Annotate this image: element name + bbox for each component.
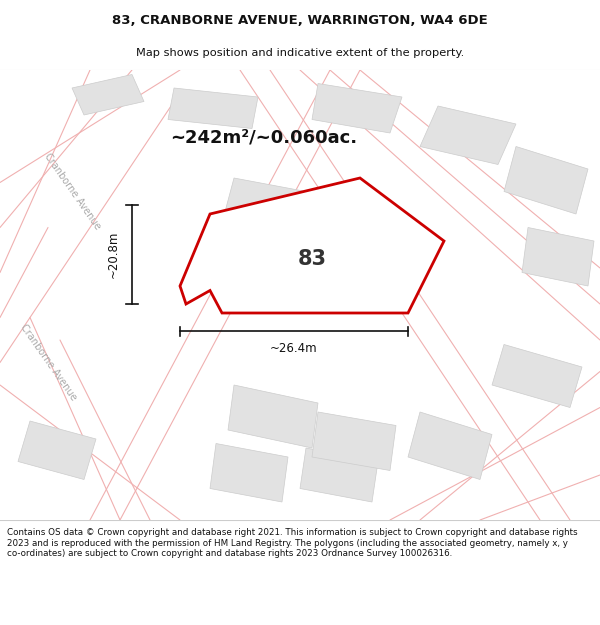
Text: Cranborne Avenue: Cranborne Avenue <box>42 151 102 231</box>
Text: Cranborne Avenue: Cranborne Avenue <box>18 322 78 402</box>
Polygon shape <box>228 385 318 448</box>
Text: ~242m²/~0.060ac.: ~242m²/~0.060ac. <box>170 129 358 146</box>
Polygon shape <box>408 412 492 479</box>
Text: ~20.8m: ~20.8m <box>107 231 120 278</box>
Polygon shape <box>420 106 516 164</box>
Polygon shape <box>222 178 330 241</box>
Polygon shape <box>312 84 402 133</box>
Polygon shape <box>72 74 144 115</box>
Polygon shape <box>312 412 396 471</box>
Polygon shape <box>492 344 582 408</box>
Text: 83: 83 <box>298 249 326 269</box>
Text: Contains OS data © Crown copyright and database right 2021. This information is : Contains OS data © Crown copyright and d… <box>7 528 578 558</box>
Polygon shape <box>504 146 588 214</box>
Polygon shape <box>210 444 288 502</box>
Polygon shape <box>300 448 378 502</box>
Polygon shape <box>168 88 258 129</box>
Text: Map shows position and indicative extent of the property.: Map shows position and indicative extent… <box>136 48 464 58</box>
Text: 83, CRANBORNE AVENUE, WARRINGTON, WA4 6DE: 83, CRANBORNE AVENUE, WARRINGTON, WA4 6D… <box>112 14 488 28</box>
Polygon shape <box>522 228 594 286</box>
Polygon shape <box>222 223 330 291</box>
Polygon shape <box>180 178 444 313</box>
Text: ~26.4m: ~26.4m <box>270 342 318 355</box>
Polygon shape <box>18 421 96 479</box>
